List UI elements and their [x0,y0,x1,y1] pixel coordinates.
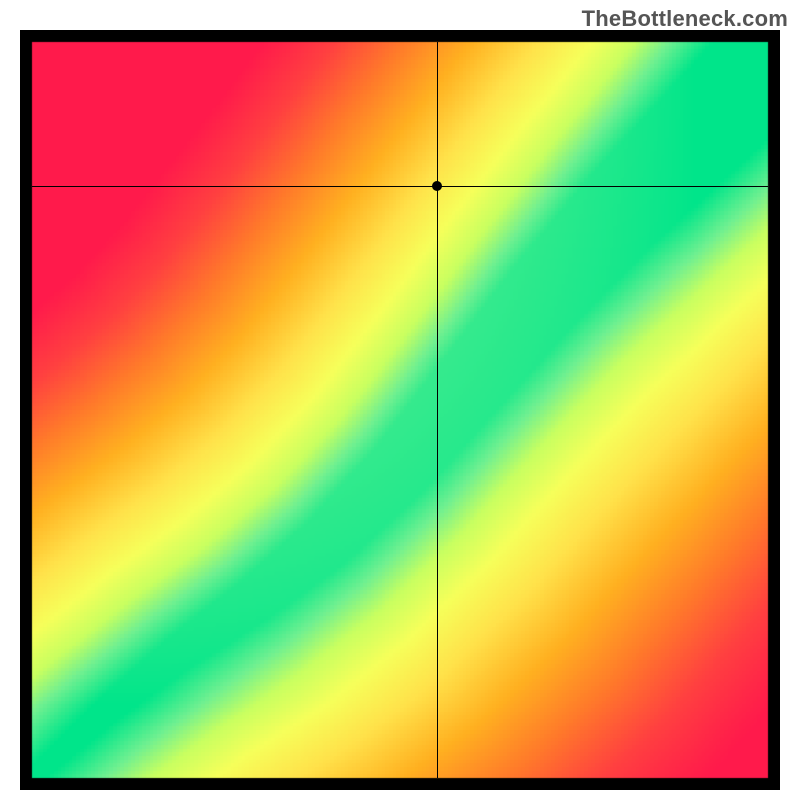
plot-area [20,30,780,790]
crosshair-horizontal [32,186,768,187]
figure-container: TheBottleneck.com [0,0,800,800]
bottleneck-heatmap [20,30,780,790]
crosshair-vertical [437,42,438,778]
watermark-text: TheBottleneck.com [582,6,788,32]
crosshair-marker [432,181,442,191]
